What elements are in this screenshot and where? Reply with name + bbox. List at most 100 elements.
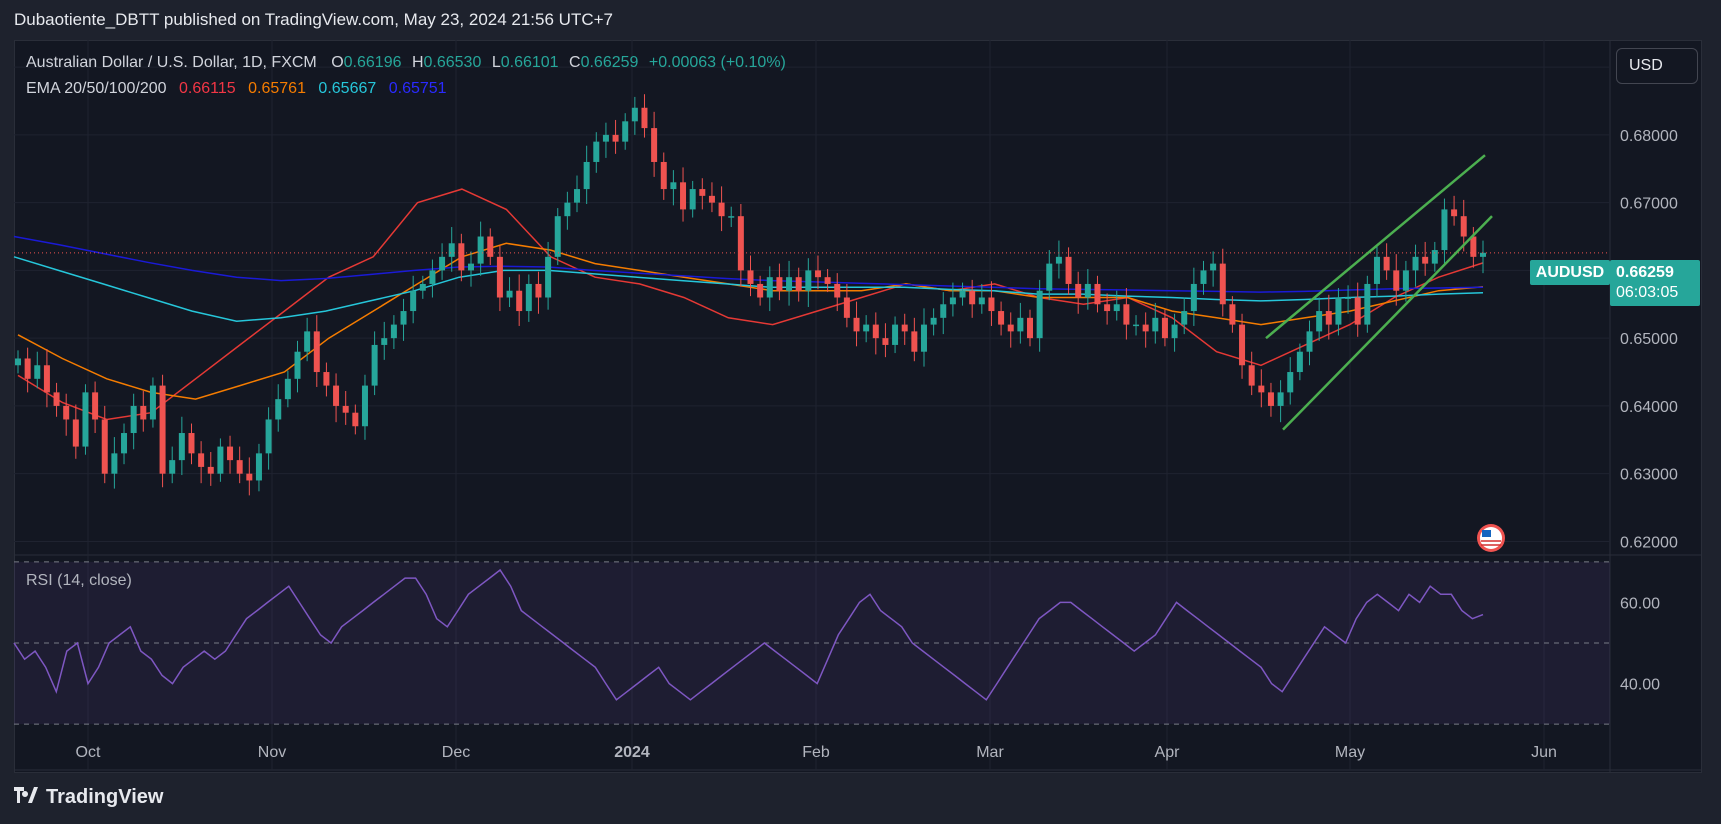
time-tick-label: May bbox=[1335, 744, 1365, 761]
candle-body bbox=[371, 344, 378, 386]
candle-body bbox=[304, 331, 311, 352]
candle-body bbox=[1441, 209, 1448, 251]
candle-body bbox=[1354, 297, 1361, 325]
high-value: 0.66530 bbox=[423, 54, 482, 71]
candle-body bbox=[718, 202, 725, 217]
candle-body bbox=[419, 283, 426, 291]
candle-body bbox=[506, 290, 513, 298]
candle-body bbox=[140, 405, 147, 420]
candle-body bbox=[130, 405, 137, 434]
low-label: L bbox=[491, 54, 501, 71]
brand-name: TradingView bbox=[46, 786, 164, 808]
candle-body bbox=[516, 290, 523, 312]
footer-brand[interactable]: TradingView bbox=[14, 786, 163, 809]
candle-body bbox=[294, 351, 301, 379]
candle-body bbox=[786, 277, 793, 291]
candle-body bbox=[43, 365, 50, 393]
candle-body bbox=[217, 446, 224, 474]
candle-body bbox=[34, 365, 41, 379]
candle-body bbox=[323, 372, 330, 386]
candle-body bbox=[1248, 365, 1255, 386]
candle-body bbox=[776, 277, 783, 291]
candle-body bbox=[998, 311, 1005, 325]
candle-body bbox=[361, 385, 368, 427]
candle-body bbox=[265, 419, 272, 454]
candle-body bbox=[1219, 263, 1226, 305]
candle-body bbox=[1460, 216, 1467, 237]
us-flag-icon[interactable] bbox=[1477, 524, 1505, 552]
candle-body bbox=[911, 331, 918, 352]
symbol-price-label: AUDUSD bbox=[1530, 260, 1610, 285]
candle-body bbox=[1267, 392, 1274, 406]
candle-body bbox=[1152, 317, 1159, 332]
ema-lines bbox=[13, 188, 1484, 421]
candle-body bbox=[699, 189, 706, 196]
candle-body bbox=[1084, 283, 1091, 298]
open-value: 0.66196 bbox=[343, 54, 402, 71]
flag-canton bbox=[1482, 530, 1491, 537]
candle-body bbox=[410, 290, 417, 312]
candle-body bbox=[207, 466, 214, 474]
price-tick-label: 0.65000 bbox=[1620, 331, 1678, 348]
candle-body bbox=[496, 256, 503, 298]
candle-body bbox=[1402, 270, 1409, 291]
trend-channel bbox=[1265, 154, 1493, 431]
candle-body bbox=[766, 277, 773, 298]
candle-body bbox=[1210, 263, 1217, 271]
candle-body bbox=[1451, 209, 1458, 217]
candle-body bbox=[757, 283, 764, 298]
event-markers[interactable] bbox=[1477, 524, 1505, 552]
candle-body bbox=[814, 270, 821, 278]
candle-body bbox=[1287, 372, 1294, 393]
candle-body bbox=[1007, 324, 1014, 332]
candle-body bbox=[246, 473, 253, 481]
close-label: C bbox=[569, 54, 581, 71]
candle-body bbox=[872, 324, 879, 339]
price-tick-label: 0.64000 bbox=[1620, 399, 1678, 416]
candle-body bbox=[1055, 256, 1062, 264]
candle-body bbox=[853, 317, 860, 332]
candle-body bbox=[795, 277, 802, 291]
candle-body bbox=[554, 216, 561, 257]
candle-body bbox=[236, 460, 243, 474]
candle-body bbox=[1075, 283, 1082, 298]
ema50-value: 0.65761 bbox=[248, 80, 306, 97]
candle-body bbox=[53, 392, 60, 406]
ema-legend[interactable]: EMA 20/50/100/200 0.66115 0.65761 0.6566… bbox=[26, 80, 447, 98]
candle-body bbox=[390, 324, 397, 339]
candle-body bbox=[930, 317, 937, 325]
ema-label: EMA 20/50/100/200 bbox=[26, 80, 167, 97]
candle-body bbox=[564, 202, 571, 217]
candle-body bbox=[901, 324, 908, 332]
price-tick-label: 0.67000 bbox=[1620, 196, 1678, 213]
candle-body bbox=[641, 107, 648, 129]
rsi-tick-label: 40.00 bbox=[1620, 677, 1660, 694]
channel-lower-line bbox=[1282, 215, 1493, 431]
rsi-title[interactable]: RSI (14, close) bbox=[26, 572, 132, 589]
candle-body bbox=[834, 283, 841, 298]
price-tick-label: 0.63000 bbox=[1620, 467, 1678, 484]
candle-body bbox=[920, 324, 927, 352]
candle-body bbox=[111, 453, 118, 474]
candle-body bbox=[1277, 392, 1284, 406]
candle-body bbox=[1190, 283, 1197, 312]
candle-body bbox=[400, 311, 407, 325]
currency-button[interactable]: USD bbox=[1616, 48, 1698, 84]
candle-body bbox=[1316, 311, 1323, 332]
candle-body bbox=[1364, 283, 1371, 325]
candle-body bbox=[149, 385, 156, 420]
candle-body bbox=[178, 433, 185, 461]
symbol-name[interactable]: Australian Dollar / U.S. Dollar, 1D, FXC… bbox=[26, 54, 317, 71]
candle-body bbox=[1258, 385, 1265, 393]
rsi-panel bbox=[13, 561, 1610, 725]
candle-body bbox=[892, 324, 899, 345]
candle-body bbox=[1113, 304, 1120, 312]
candle-body bbox=[63, 405, 70, 420]
candle-body bbox=[227, 446, 234, 461]
candle-body bbox=[169, 460, 176, 474]
candle-body bbox=[593, 141, 600, 162]
candle-body bbox=[188, 433, 195, 454]
candle-body bbox=[1239, 324, 1246, 366]
candle-body bbox=[82, 392, 89, 447]
